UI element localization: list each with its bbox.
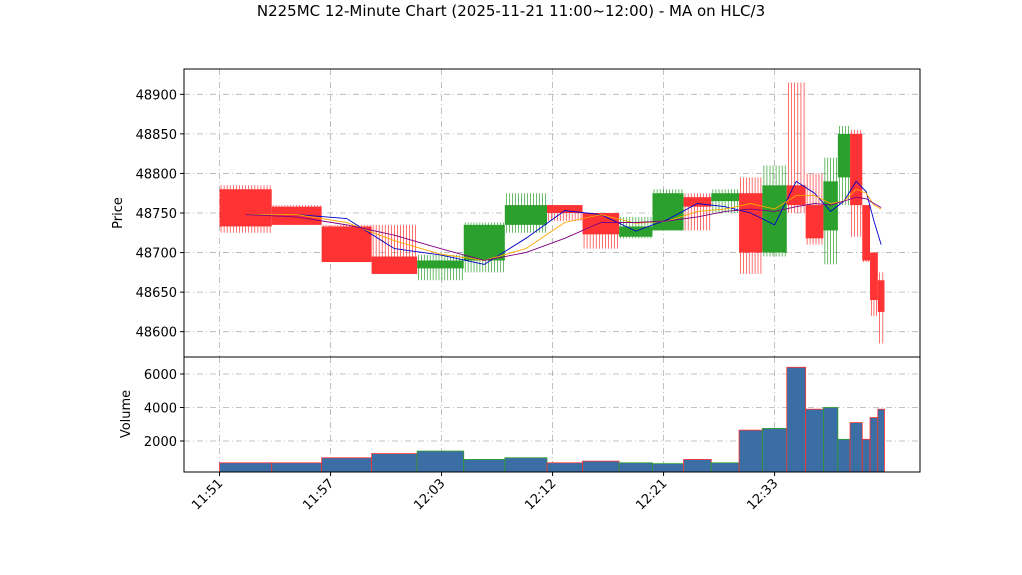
volume-bar xyxy=(683,459,712,473)
candle-body xyxy=(683,197,712,207)
x-tick-label: 11:57 xyxy=(300,476,337,513)
candle xyxy=(877,272,885,344)
ma-line xyxy=(245,180,882,265)
candle-body xyxy=(371,256,418,274)
candle xyxy=(371,224,418,274)
ma-line xyxy=(245,188,882,261)
candle-body xyxy=(652,193,684,231)
volume-bar xyxy=(869,417,879,473)
volume-bar xyxy=(504,457,548,473)
candle-body xyxy=(805,205,824,239)
x-tick-label: 12:21 xyxy=(633,476,670,513)
volume-bar xyxy=(618,462,653,473)
volume-bar xyxy=(582,460,620,473)
candle xyxy=(219,185,272,233)
y-axis-label: Price xyxy=(111,197,126,229)
y-tick-label: 48600 xyxy=(136,326,177,341)
x-tick-label: 11:51 xyxy=(189,476,226,513)
candle-body xyxy=(850,133,863,206)
volume-bar xyxy=(219,462,273,473)
volume-tick-label: 2000 xyxy=(144,435,177,450)
volume-frame xyxy=(183,356,921,473)
candle xyxy=(850,129,863,237)
candle-body xyxy=(837,133,851,178)
y-tick-label: 48800 xyxy=(136,167,177,182)
candle xyxy=(837,125,851,206)
candle xyxy=(786,82,806,213)
volume-bar xyxy=(463,459,506,473)
volume-bar xyxy=(805,408,824,473)
x-tick-label: 12:03 xyxy=(411,476,448,513)
candle-body xyxy=(823,181,838,231)
candle-body xyxy=(739,193,763,253)
volume-bar xyxy=(861,438,871,473)
volume-bar xyxy=(849,422,863,473)
candle xyxy=(504,193,548,233)
volume-bar xyxy=(371,453,418,473)
volume-axis-label: Volume xyxy=(119,390,134,438)
candle-body xyxy=(762,185,787,253)
volume-bar xyxy=(652,463,684,473)
ma-line xyxy=(245,196,882,261)
candle-body xyxy=(463,224,505,261)
volume-bar xyxy=(271,462,323,473)
candle-body xyxy=(321,226,372,263)
volume-bar xyxy=(877,408,885,473)
candle-body xyxy=(582,213,620,235)
chart-title: N225MC 12-Minute Chart (2025-11-21 11:00… xyxy=(257,2,765,20)
candle-body xyxy=(417,260,464,269)
candle xyxy=(417,254,464,281)
candle xyxy=(762,165,787,257)
y-tick-label: 48900 xyxy=(136,88,177,103)
candle xyxy=(870,252,878,316)
volume-bar xyxy=(710,462,740,473)
candle-body xyxy=(877,280,885,312)
volume-bar xyxy=(837,438,851,473)
volume-bar xyxy=(416,450,465,473)
volume-bar xyxy=(738,429,763,473)
candle xyxy=(652,189,684,231)
x-tick-label: 12:12 xyxy=(522,476,559,513)
candle-body xyxy=(271,206,322,225)
candle-body xyxy=(862,205,871,261)
volume-bar xyxy=(546,462,583,473)
candle xyxy=(711,189,740,213)
candle-body xyxy=(219,189,272,227)
candle-wick xyxy=(712,189,738,213)
x-tick-label: 12:33 xyxy=(744,476,781,513)
volume-tick-label: 6000 xyxy=(144,368,177,383)
volume-bar xyxy=(761,428,788,473)
candle xyxy=(582,213,620,249)
volume-bar xyxy=(321,457,373,473)
y-tick-label: 48650 xyxy=(136,286,177,301)
candle xyxy=(862,205,871,263)
volume-bar xyxy=(786,366,807,473)
candle xyxy=(463,222,505,273)
candle-body xyxy=(870,252,878,301)
volume-bar xyxy=(823,407,839,473)
y-tick-label: 48700 xyxy=(136,247,177,262)
candle-body xyxy=(711,193,740,202)
candle-body xyxy=(547,205,583,213)
candle xyxy=(321,224,372,263)
candle xyxy=(547,205,583,221)
candle-wick xyxy=(788,82,805,213)
y-tick-label: 48850 xyxy=(136,128,177,143)
candle xyxy=(739,177,763,274)
volume-tick-label: 4000 xyxy=(144,402,177,417)
y-tick-label: 48750 xyxy=(136,207,177,222)
candle-body xyxy=(504,205,548,225)
candle xyxy=(805,173,824,245)
